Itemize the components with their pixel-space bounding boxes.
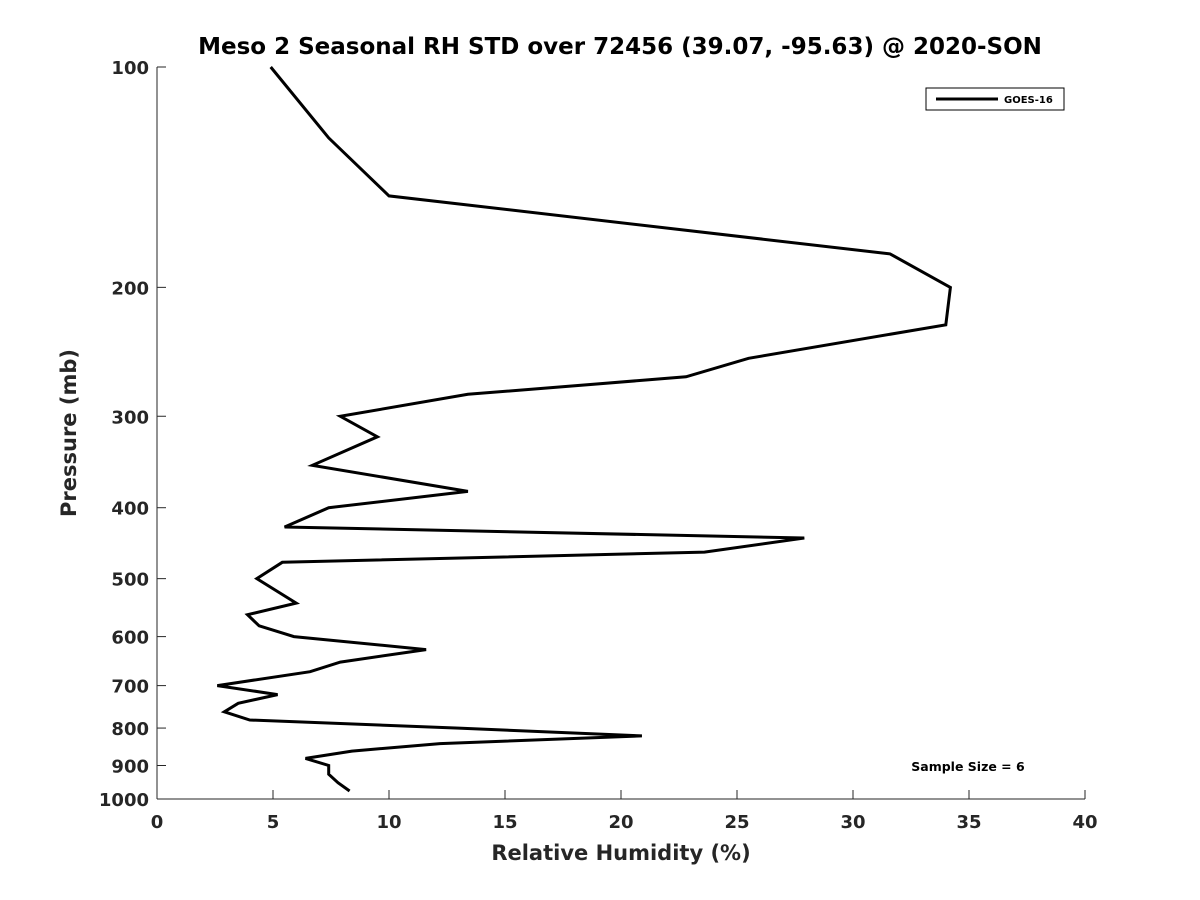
legend-label-goes-16: GOES-16 xyxy=(1004,95,1053,106)
y-tick-label: 300 xyxy=(111,407,149,428)
x-tick-label: 15 xyxy=(492,812,517,833)
x-tick-label: 20 xyxy=(608,812,633,833)
series-layer xyxy=(217,66,953,793)
y-tick-label: 1000 xyxy=(99,790,149,811)
legend: GOES-16 xyxy=(925,87,1065,111)
y-axis-label: Pressure (mb) xyxy=(57,349,81,517)
x-tick-label: 10 xyxy=(376,812,401,833)
chart-title: Meso 2 Seasonal RH STD over 72456 (39.07… xyxy=(198,34,1042,60)
y-tick-label: 400 xyxy=(111,499,149,520)
sample-size-annotation: Sample Size = 6 xyxy=(911,759,1025,774)
series-line-goes-16 xyxy=(217,66,953,793)
y-tick-label: 700 xyxy=(111,677,149,698)
y-tick-label: 500 xyxy=(111,570,149,591)
y-tick-label: 600 xyxy=(111,628,149,649)
x-tick-label: 40 xyxy=(1072,812,1097,833)
x-tick-label: 35 xyxy=(956,812,981,833)
y-tick-label: 800 xyxy=(111,719,149,740)
plot-frame xyxy=(156,67,1085,800)
y-tick-label: 900 xyxy=(111,757,149,778)
y-tick-label: 200 xyxy=(111,278,149,299)
x-tick-label: 30 xyxy=(840,812,865,833)
y-tick-label: 100 xyxy=(111,58,149,79)
x-axis-label: Relative Humidity (%) xyxy=(491,841,750,865)
x-tick-label: 25 xyxy=(724,812,749,833)
y-axis: 100 200 300 400 500 600 700 800 900 1000 xyxy=(99,58,166,811)
x-tick-label: 0 xyxy=(151,812,164,833)
x-axis: 0 5 10 15 20 25 30 35 40 xyxy=(151,790,1098,833)
x-tick-label: 5 xyxy=(267,812,280,833)
